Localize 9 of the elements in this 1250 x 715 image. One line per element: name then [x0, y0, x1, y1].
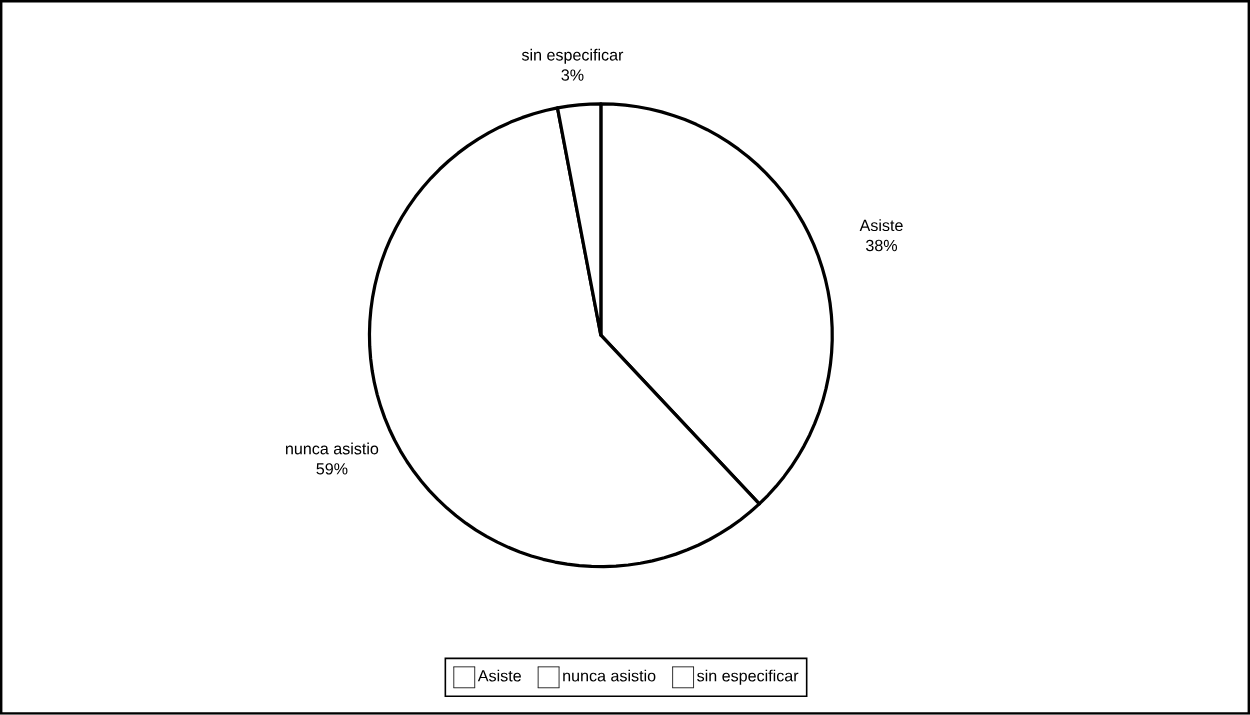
slice-label: sin especificar — [521, 48, 624, 64]
legend-label: Asiste — [477, 669, 521, 682]
data-label: 3% — [561, 69, 584, 81]
data-label: 59% — [316, 463, 348, 475]
legend-label: nunca asistio — [563, 669, 656, 682]
slice-label: Asiste — [859, 219, 903, 232]
data-label: 38% — [865, 239, 898, 252]
legend-label: sin especificar — [697, 669, 799, 685]
slice-label: nunca asistio — [286, 442, 379, 455]
